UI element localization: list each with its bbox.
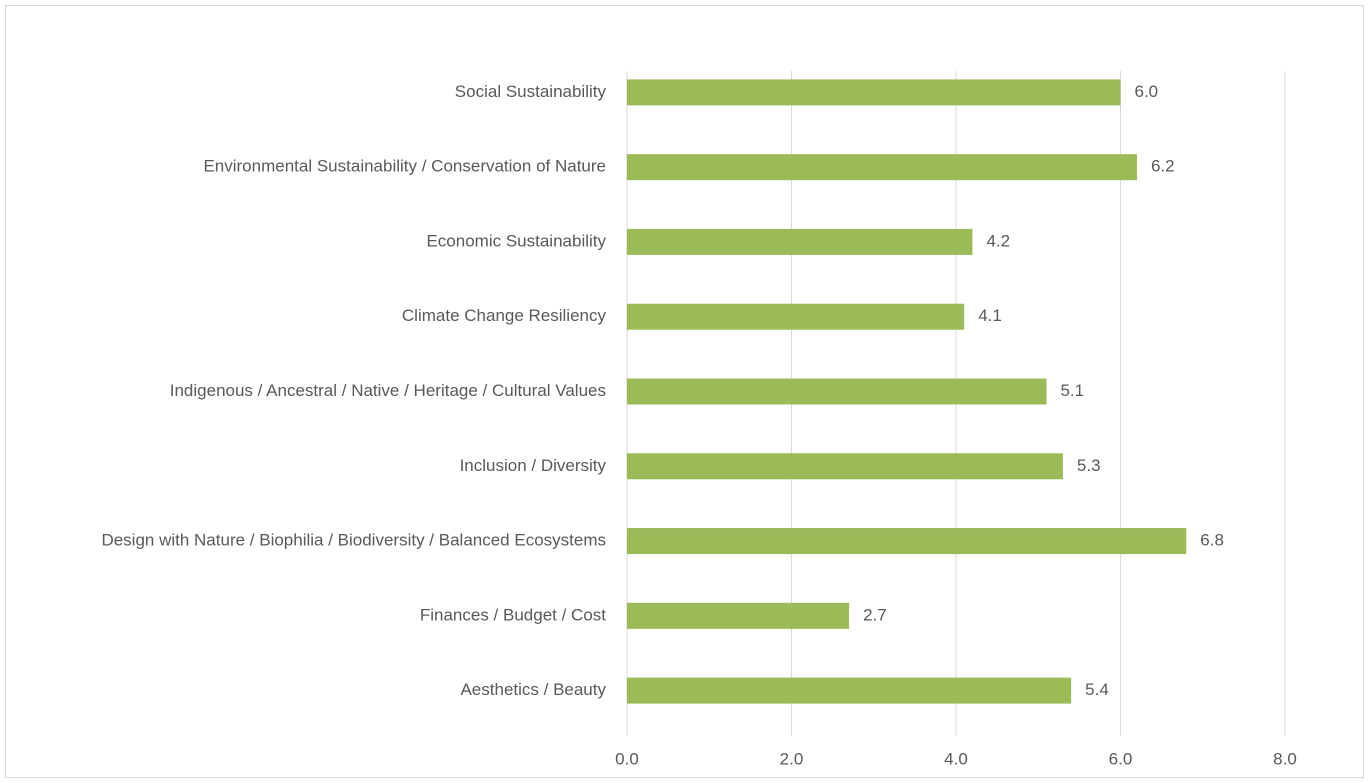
data-label: 4.2 [986,231,1010,250]
data-label: 5.3 [1077,456,1101,475]
x-tick-label: 8.0 [1273,749,1297,768]
data-label: 5.1 [1060,381,1084,400]
y-tick-label: Design with Nature / Biophilia / Biodive… [101,531,606,550]
bar [627,79,1121,106]
x-tick-label: 4.0 [944,749,968,768]
data-label: 6.2 [1151,157,1175,176]
data-label: 6.8 [1200,531,1224,550]
bar [627,303,965,330]
x-tick-label: 0.0 [615,749,639,768]
y-tick-label: Inclusion / Diversity [460,456,607,475]
bar [627,378,1047,405]
bar [627,528,1187,555]
bar [627,677,1072,704]
x-tick-label: 6.0 [1109,749,1133,768]
y-tick-label: Social Sustainability [455,82,607,101]
x-tick-label: 2.0 [780,749,804,768]
y-tick-label: Aesthetics / Beauty [460,680,606,699]
bar [627,453,1063,480]
y-tick-label: Climate Change Resiliency [402,306,607,325]
data-label: 4.1 [978,306,1002,325]
data-label: 6.0 [1135,82,1159,101]
y-tick-label: Economic Sustainability [426,231,606,250]
y-tick-label: Indigenous / Ancestral / Native / Herita… [170,381,606,400]
bar [627,228,973,255]
y-tick-label: Finances / Budget / Cost [420,605,606,624]
data-label: 2.7 [863,605,887,624]
bar [627,154,1137,181]
bar [627,602,850,629]
data-label: 5.4 [1085,680,1109,699]
y-tick-label: Environmental Sustainability / Conservat… [203,157,606,176]
